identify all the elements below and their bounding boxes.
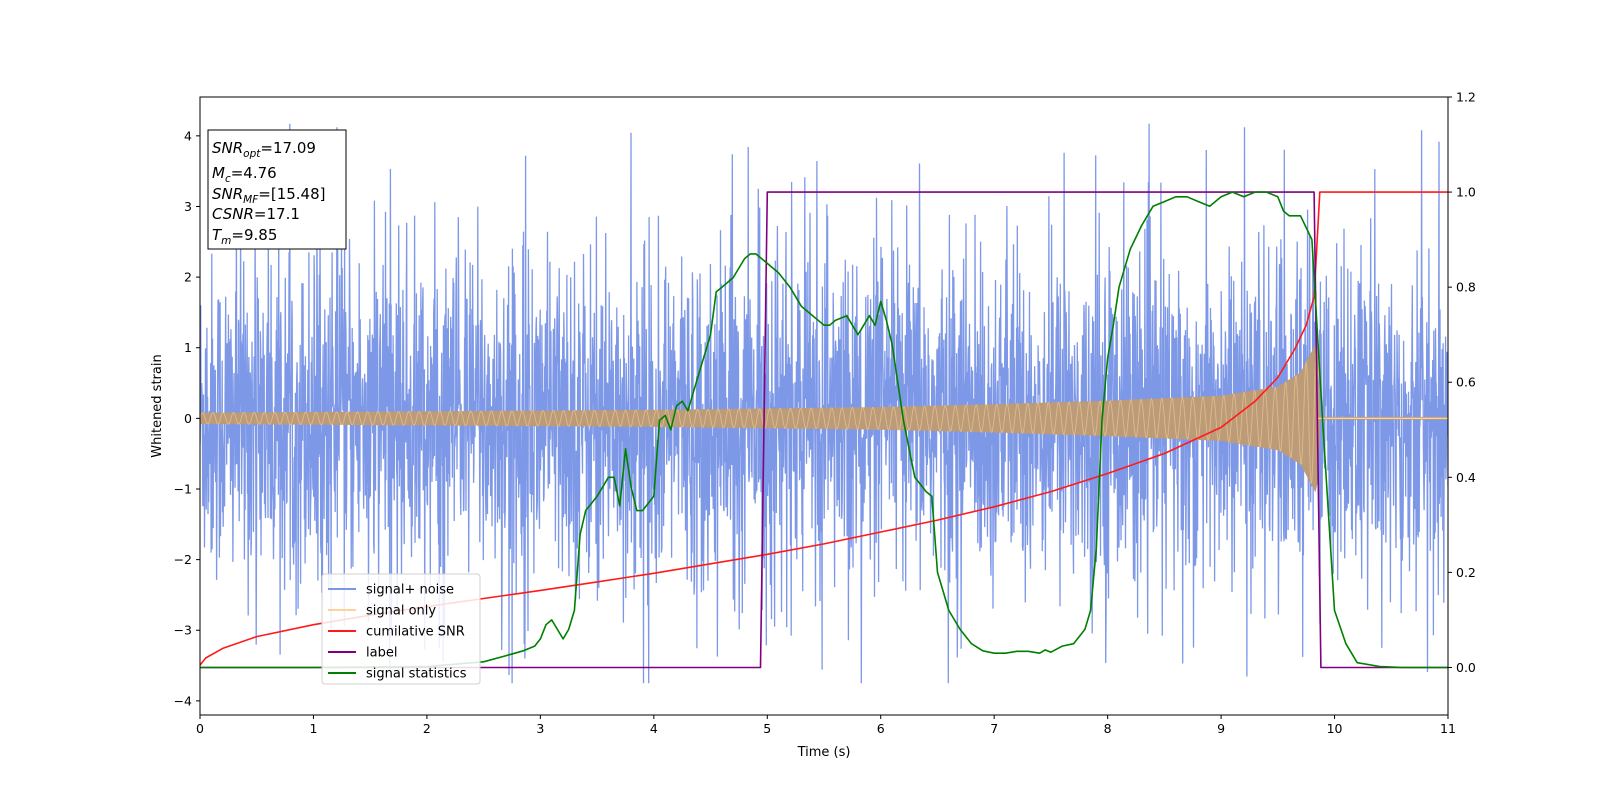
signal-noise-line <box>200 123 1448 684</box>
y2-tick-label: 0.0 <box>1456 660 1476 675</box>
x-tick-label: 6 <box>877 721 885 736</box>
x-tick-label: 7 <box>990 721 998 736</box>
annotation-box: SNRopt=17.09 Mc=4.76SNRMF=[15.48]CSNR=17.… <box>207 129 347 250</box>
annotation-line: Mc=4.76 <box>212 164 277 185</box>
legend: signal+ noise signal only cumilative SNR la… <box>321 573 481 685</box>
annotation-line: Tm=9.85 <box>212 226 277 247</box>
y-tick-label: −3 <box>174 623 192 638</box>
x-tick-label: 9 <box>1217 721 1225 736</box>
x-axis-label: Time (s) <box>797 745 851 760</box>
annotation-line: CSNR=17.1 <box>212 205 300 223</box>
x-tick-label: 0 <box>196 721 204 736</box>
plot-frame <box>199 96 1449 716</box>
y-tick-label: 2 <box>184 270 192 285</box>
x-tick-label: 4 <box>650 721 658 736</box>
y-axis-label: Whitened strain <box>150 354 165 457</box>
legend-label: signal statistics <box>366 667 467 682</box>
y2-tick-label: 0.6 <box>1456 375 1476 390</box>
plot-area <box>200 123 1448 684</box>
label-line <box>200 191 1448 669</box>
y2-tick-label: 0.8 <box>1456 280 1476 295</box>
y-tick-label: −2 <box>174 552 192 567</box>
x-tick-label: 10 <box>1327 721 1343 736</box>
x-tick-label: 1 <box>309 721 317 736</box>
x-tick-label: 3 <box>536 721 544 736</box>
y-tick-label: 0 <box>184 411 192 426</box>
legend-label: label <box>366 646 397 661</box>
signal-only-series <box>200 342 1448 493</box>
y-tick-label: 3 <box>184 199 192 214</box>
y-tick-label: −4 <box>174 693 192 708</box>
y2-tick-label: 0.4 <box>1456 470 1476 485</box>
signal-statistics-line <box>200 191 1448 669</box>
x-tick-label: 5 <box>763 721 771 736</box>
legend-label: signal only <box>366 604 436 619</box>
y-axis-left: −4 −3 −2 −1 0 1 2 3 4 <box>174 128 200 708</box>
y2-tick-label: 0.2 <box>1456 565 1476 580</box>
legend-frame <box>321 573 481 685</box>
signal-noise-series <box>200 123 1448 684</box>
x-tick-label: 8 <box>1104 721 1112 736</box>
y-tick-label: 1 <box>184 340 192 355</box>
y-axis-right: 0.0 0.2 0.4 0.6 0.8 1.0 1.2 <box>1448 90 1476 675</box>
x-axis: 0 1 2 3 4 5 6 7 8 9 10 11 <box>196 715 1456 736</box>
legend-label: signal+ noise <box>366 583 454 598</box>
legend-label: cumilative SNR <box>366 625 465 640</box>
y2-tick-label: 1.2 <box>1456 90 1476 105</box>
x-tick-label: 11 <box>1440 721 1456 736</box>
annotation-line: SNRopt=17.09 <box>212 139 316 160</box>
y-tick-label: −1 <box>174 481 192 496</box>
signal-only-line <box>200 342 1318 484</box>
annotation-box-frame <box>207 129 347 250</box>
x-tick-label: 2 <box>423 721 431 736</box>
annotation-line: SNRMF=[15.48] <box>212 185 326 206</box>
y-tick-label: 4 <box>184 128 192 143</box>
y2-tick-label: 1.0 <box>1456 185 1476 200</box>
